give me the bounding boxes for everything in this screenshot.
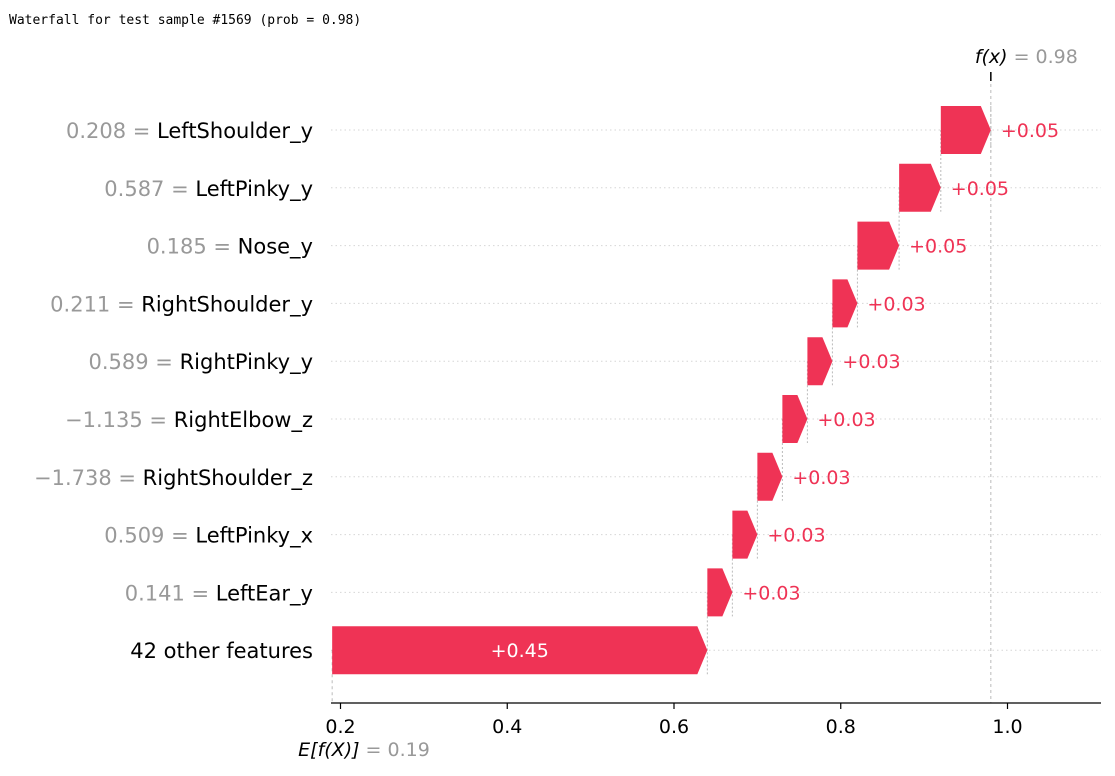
- x-tick-label: 1.0: [992, 716, 1022, 738]
- feature-name: RightPinky_y: [180, 350, 313, 375]
- x-axis: 0.2 0.4 0.6 0.8 1.0: [325, 702, 1101, 738]
- feature-label: 0.587 = LeftPinky_y: [104, 177, 313, 202]
- feature-name: LeftPinky_y: [195, 177, 313, 202]
- page-title: Waterfall for test sample #1569 (prob = …: [9, 13, 362, 28]
- contribution-bar: [807, 337, 833, 386]
- feature-name: RightElbow_z: [174, 408, 313, 433]
- efx-annotation: E[f(X)] = 0.19: [298, 739, 430, 761]
- x-tick-label: 0.6: [659, 716, 689, 738]
- feature-value: −1.135 =: [65, 408, 174, 432]
- contribution-bar: [332, 626, 708, 675]
- feature-name: LeftPinky_x: [195, 524, 313, 549]
- fx-annotation: f(x) = 0.98: [975, 46, 1078, 68]
- feature-value: 0.208 =: [66, 119, 157, 143]
- contribution-label: +0.45: [491, 640, 549, 662]
- feature-value: 0.211 =: [50, 292, 141, 316]
- contribution-label: +0.03: [817, 409, 875, 431]
- feature-name: RightShoulder_y: [141, 292, 313, 317]
- contribution-bar: [757, 452, 783, 501]
- fx-label: f(x): [975, 46, 1008, 68]
- contribution-label: +0.05: [951, 178, 1009, 200]
- feature-label: 0.589 = RightPinky_y: [89, 350, 314, 375]
- feature-value: 0.587 =: [104, 177, 195, 201]
- contribution-label: +0.03: [867, 293, 925, 315]
- feature-value: 0.185 =: [147, 235, 238, 259]
- contribution-bar: [782, 395, 808, 443]
- feature-value: −1.738 =: [34, 466, 143, 490]
- x-tick-label: 0.4: [492, 716, 522, 738]
- contribution-bar: [832, 279, 858, 328]
- feature-label: 42 other features: [130, 639, 313, 663]
- labels-layer: +0.05 0.208 = LeftShoulder_y +0.05 0.587 = …: [34, 46, 1078, 761]
- contribution-label: +0.03: [792, 467, 850, 489]
- contribution-label: +0.03: [767, 525, 825, 547]
- feature-label: 0.211 = RightShoulder_y: [50, 292, 313, 317]
- contribution-label: +0.03: [842, 351, 900, 373]
- feature-label: −1.135 = RightElbow_z: [65, 408, 313, 433]
- feature-name: RightShoulder_z: [143, 466, 313, 491]
- contribution-bar: [707, 568, 733, 617]
- fx-value: = 0.98: [1014, 46, 1078, 68]
- feature-label: 0.208 = LeftShoulder_y: [66, 119, 313, 144]
- contribution-label: +0.05: [909, 236, 967, 258]
- contribution-label: +0.05: [1001, 120, 1059, 142]
- contribution-bar: [857, 221, 900, 270]
- x-tick-label: 0.2: [325, 716, 355, 738]
- feature-name: LeftShoulder_y: [157, 119, 313, 144]
- feature-name: LeftEar_y: [216, 581, 313, 606]
- contribution-bar: [899, 163, 941, 212]
- contribution-bar: [940, 106, 991, 154]
- feature-value: 0.589 =: [89, 350, 180, 374]
- feature-label: 0.185 = Nose_y: [147, 235, 313, 260]
- efx-label: E[f(X)]: [298, 739, 359, 761]
- efx-value: = 0.19: [366, 739, 430, 761]
- feature-value: 0.509 =: [104, 524, 195, 548]
- bars-layer: [332, 106, 991, 675]
- feature-label: 0.141 = LeftEar_y: [125, 581, 313, 606]
- feature-name: Nose_y: [238, 235, 313, 260]
- feature-name: 42 other features: [130, 639, 313, 663]
- feature-label: −1.738 = RightShoulder_z: [34, 466, 313, 491]
- feature-value: 0.141 =: [125, 581, 216, 605]
- contribution-label: +0.03: [742, 582, 800, 604]
- contribution-bar: [732, 510, 758, 559]
- x-tick-label: 0.8: [826, 716, 856, 738]
- feature-label: 0.509 = LeftPinky_x: [104, 524, 313, 549]
